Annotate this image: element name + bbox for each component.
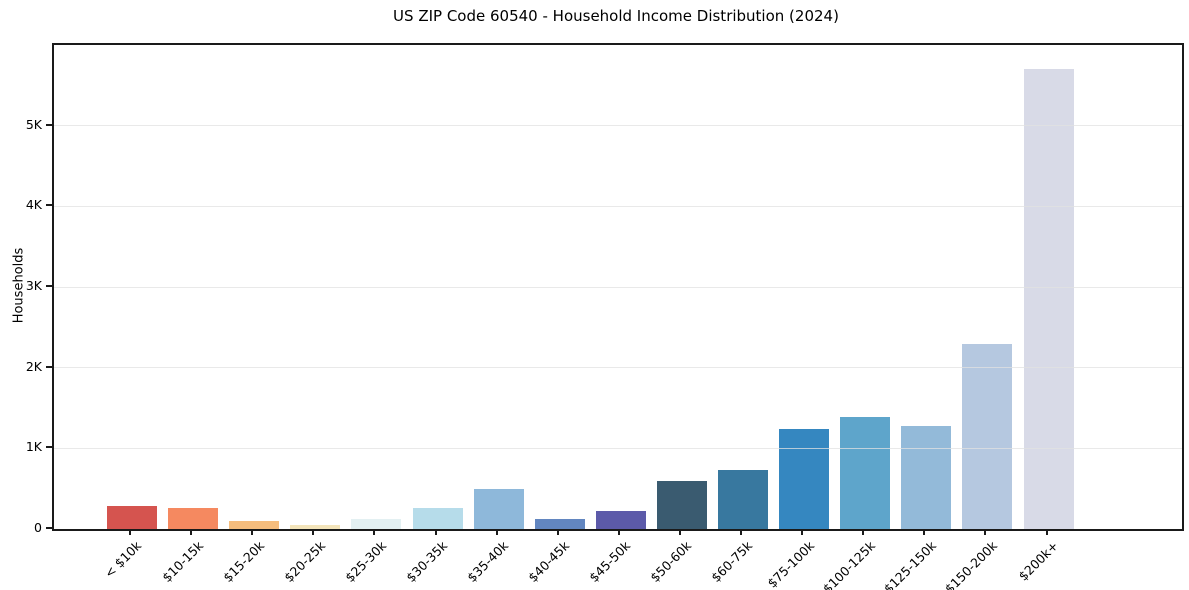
y-tick-mark	[46, 204, 52, 207]
y-tick-label: 4K	[25, 197, 42, 213]
gridline-3K	[54, 286, 1182, 288]
bar-$25-30k	[351, 519, 402, 529]
x-tick-label: $35-40k	[464, 538, 512, 586]
plot-area	[52, 43, 1184, 531]
y-tick-mark	[46, 123, 52, 126]
gridline-1K	[54, 447, 1182, 449]
x-tick-label: $25-30k	[341, 538, 389, 586]
x-tick-mark	[373, 529, 376, 535]
x-tick-mark	[740, 529, 742, 535]
x-tick-mark	[678, 529, 681, 535]
x-tick-mark	[129, 529, 131, 535]
x-tick-label: $125-150k	[880, 538, 939, 590]
bar-$15-20k	[229, 521, 280, 529]
x-tick-mark	[923, 529, 926, 535]
bar-< $10k	[107, 506, 157, 529]
x-tick-label: $150-200k	[941, 538, 1000, 590]
bar-$35-40k	[473, 489, 524, 529]
bar-$50-60k	[656, 481, 707, 529]
x-tick-label: $45-50k	[586, 538, 634, 586]
x-tick-label: $20-25k	[280, 538, 328, 586]
x-tick-mark	[190, 529, 193, 535]
bar-$75-100k	[779, 429, 830, 529]
x-tick-label: $15-20k	[219, 538, 267, 586]
y-tick-mark	[46, 365, 52, 368]
y-tick-label: 0	[34, 520, 42, 535]
x-tick-mark	[862, 529, 865, 535]
x-tick-mark	[434, 529, 437, 535]
y-tick-mark	[46, 527, 52, 529]
bar-$60-75k	[718, 470, 768, 529]
bar-$125-150k	[901, 426, 952, 529]
x-tick-mark	[984, 529, 987, 535]
bar-$45-50k	[595, 511, 646, 529]
bar-$150-200k	[962, 344, 1013, 529]
x-tick-mark	[801, 529, 804, 535]
bar-$200k+	[1023, 69, 1074, 529]
bar-$20-25k	[290, 525, 341, 529]
y-tick-mark	[46, 446, 52, 449]
x-tick-label: $100-125k	[819, 538, 878, 590]
y-tick-label: 5K	[25, 116, 42, 132]
bar-$100-125k	[840, 417, 891, 529]
x-tick-mark	[312, 529, 315, 535]
x-tick-label: $30-35k	[403, 538, 451, 586]
x-tick-label: $60-75k	[708, 538, 756, 586]
gridline-2K	[54, 367, 1182, 369]
x-tick-label: $75-100k	[764, 538, 817, 590]
x-tick-mark	[556, 529, 559, 535]
x-tick-mark	[495, 529, 498, 535]
gridline-4K	[54, 205, 1182, 207]
x-tick-label: $50-60k	[647, 538, 695, 586]
x-tick-mark	[617, 529, 620, 535]
y-tick-label: 2K	[25, 358, 42, 374]
x-tick-mark	[1045, 529, 1048, 535]
chart-title: US ZIP Code 60540 - Household Income Dis…	[393, 7, 839, 25]
bar-$10-15k	[168, 508, 219, 529]
y-tick-mark	[46, 285, 52, 287]
x-tick-label: $40-45k	[525, 538, 573, 586]
x-tick-mark	[251, 529, 254, 535]
gridline-5K	[54, 125, 1182, 127]
x-tick-label: < $10k	[101, 538, 145, 581]
y-tick-label: 1K	[25, 439, 42, 455]
y-tick-label: 3K	[25, 278, 42, 293]
x-tick-label: $200k+	[1015, 538, 1062, 584]
x-tick-label: $10-15k	[158, 538, 206, 586]
bar-$30-35k	[412, 508, 463, 529]
bar-$40-45k	[534, 519, 585, 529]
